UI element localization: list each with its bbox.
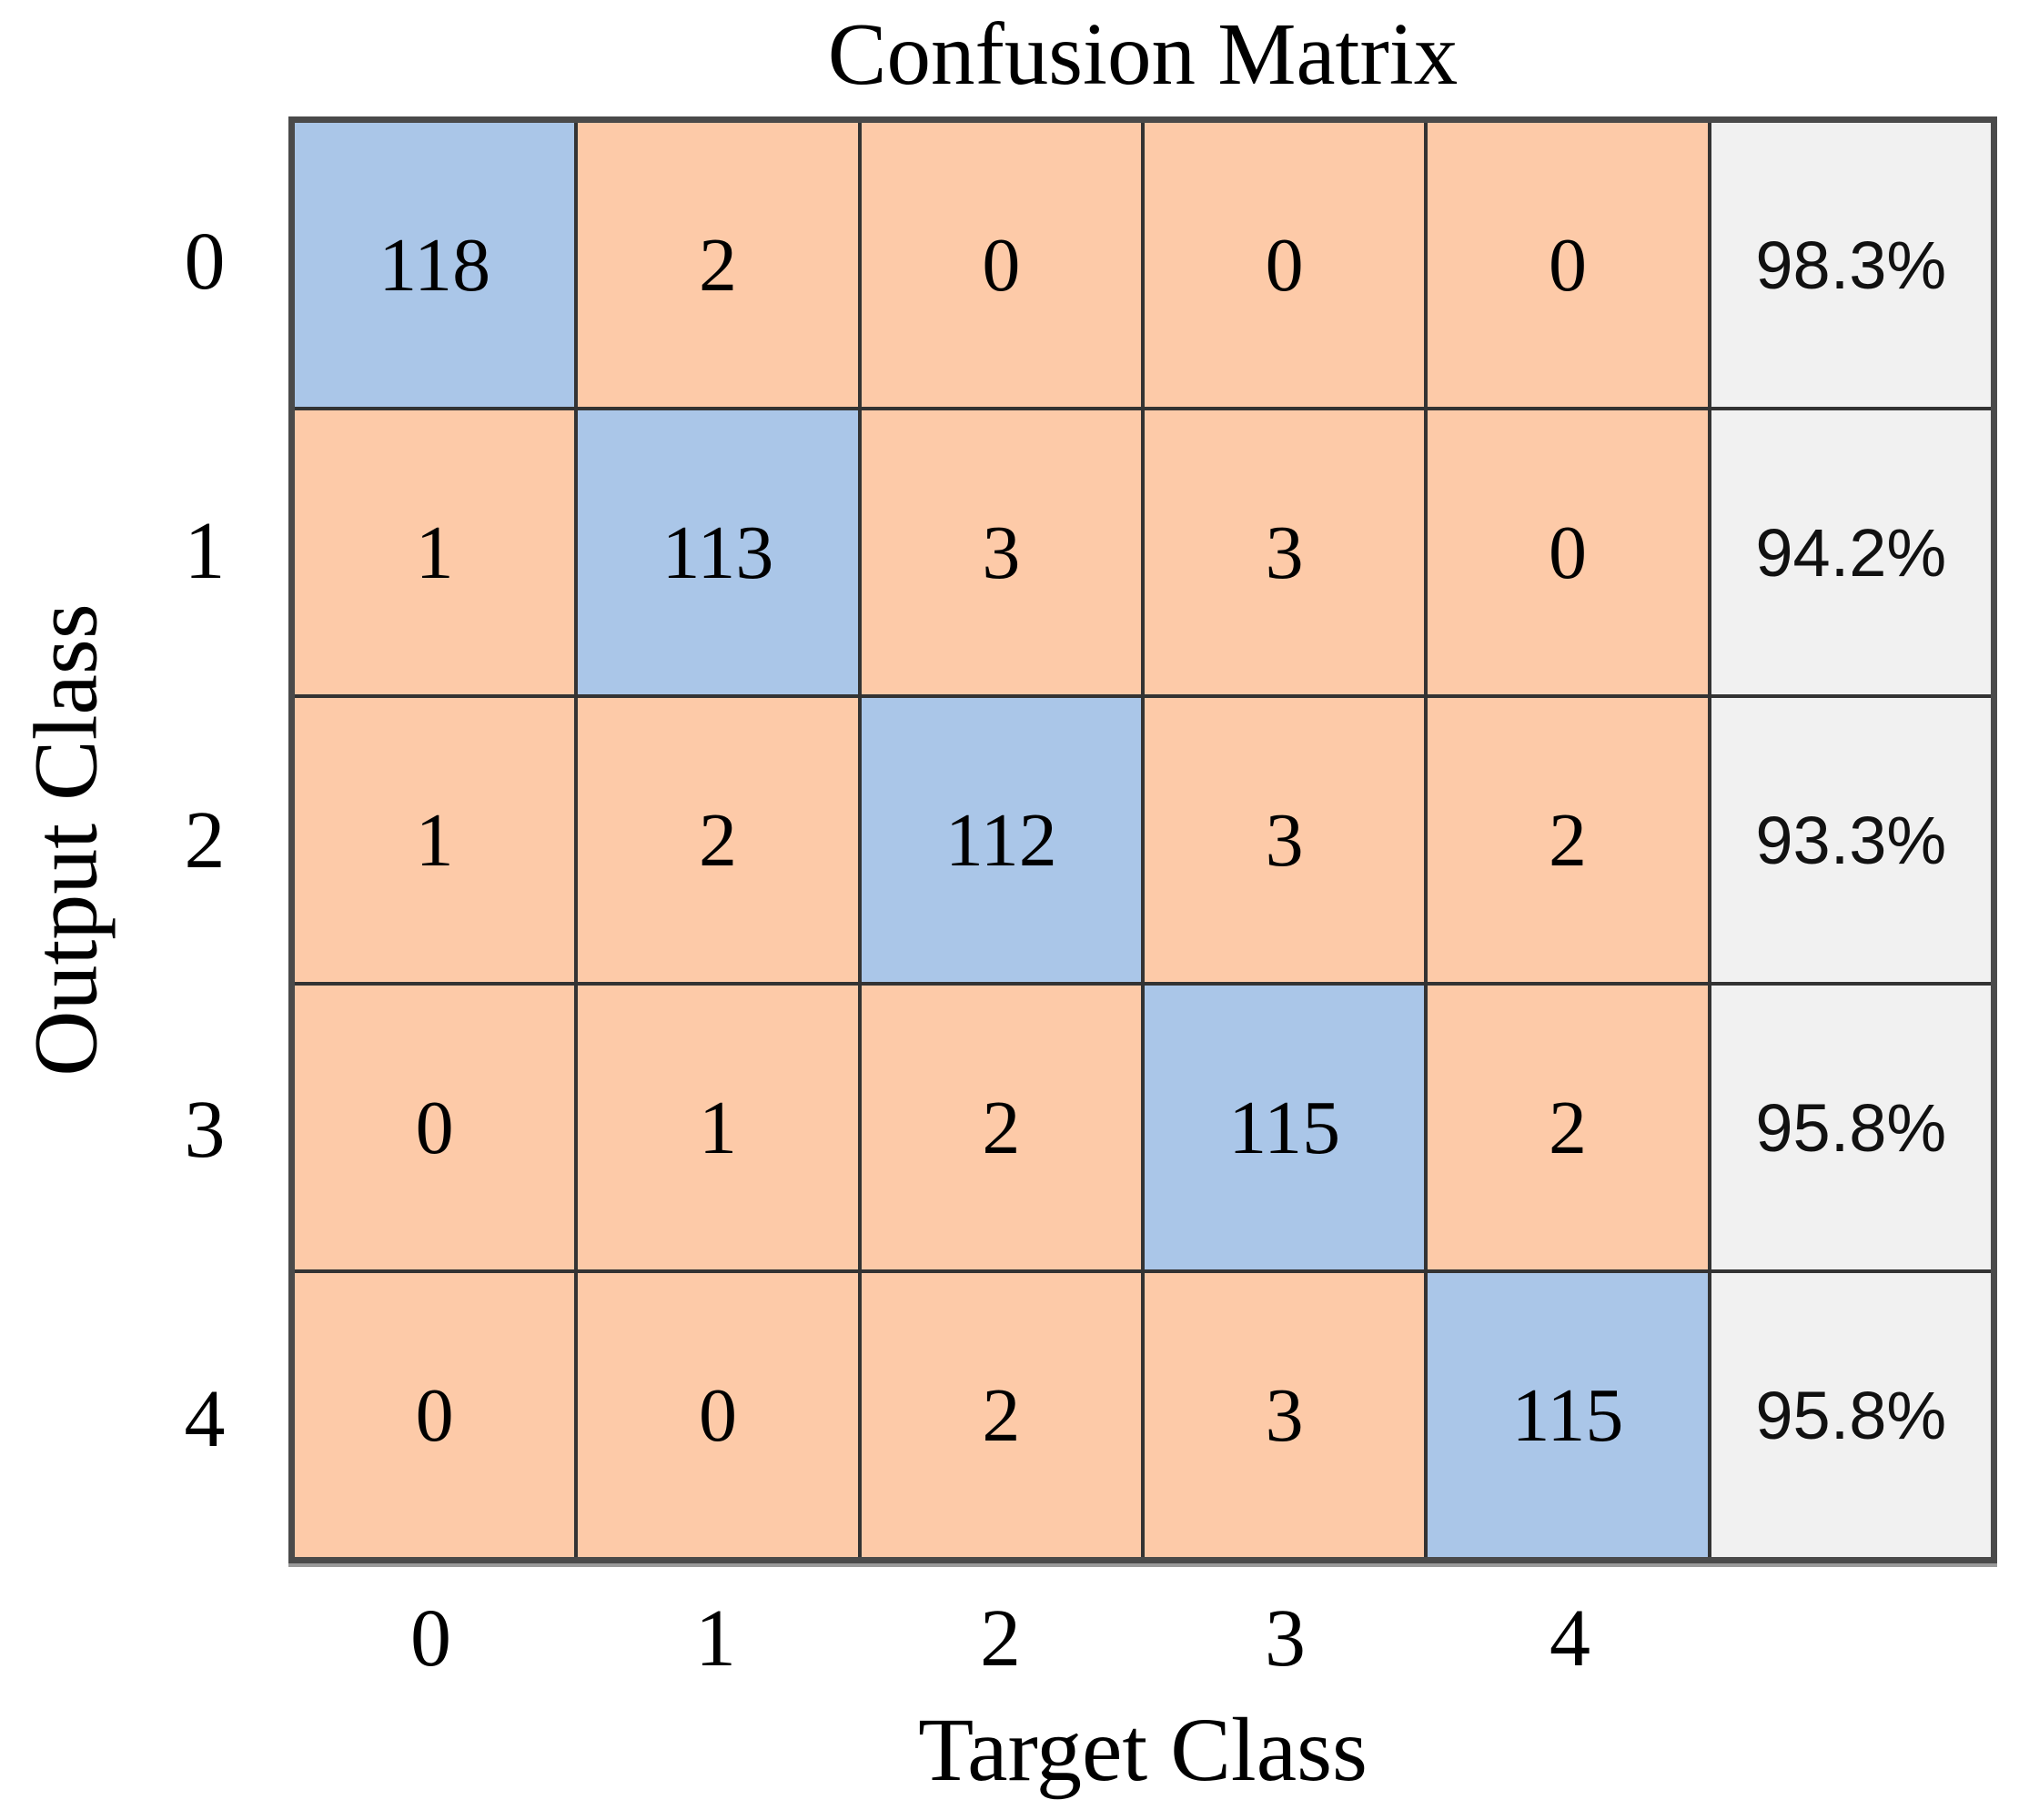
matrix-cell: 2 (861, 986, 1141, 1269)
x-axis-tick-labels: 0 1 2 3 4 (288, 1579, 1712, 1697)
y-axis-title: Output Class (15, 603, 116, 1077)
row-percentage-cell: 95.8% (1711, 1273, 1991, 1557)
y-axis-tick-labels: 0 1 2 3 4 (136, 116, 273, 1563)
matrix-cell: 3 (1145, 1273, 1425, 1557)
x-tick-label: 1 (695, 1592, 736, 1684)
matrix-cell: 3 (861, 410, 1141, 694)
matrix-cell: 2 (578, 123, 858, 407)
matrix-cell: 0 (1428, 410, 1708, 694)
matrix-cell: 115 (1428, 1273, 1708, 1557)
row-percentage-cell: 94.2% (1711, 410, 1991, 694)
matrix-cell: 2 (1428, 698, 1708, 982)
matrix-cell: 0 (1145, 123, 1425, 407)
chart-title: Confusion Matrix (827, 5, 1459, 103)
row-percentage-cell: 95.8% (1711, 986, 1991, 1269)
y-tick-label: 3 (184, 1084, 226, 1175)
x-tick-label: 2 (980, 1592, 1021, 1684)
matrix-cell: 1 (295, 410, 575, 694)
matrix-cell: 2 (861, 1273, 1141, 1557)
matrix-cell: 115 (1145, 986, 1425, 1269)
matrix-cell: 3 (1145, 410, 1425, 694)
confusion-matrix-grid: 118 2 0 0 0 98.3% 1 113 3 3 0 94.2% 1 2 … (288, 116, 1997, 1563)
matrix-cell: 2 (578, 698, 858, 982)
x-tick-label: 3 (1265, 1592, 1306, 1684)
matrix-cell: 0 (861, 123, 1141, 407)
y-tick-label: 0 (184, 216, 226, 307)
y-tick-label: 2 (184, 794, 226, 885)
matrix-cell: 113 (578, 410, 858, 694)
row-percentage-cell: 98.3% (1711, 123, 1991, 407)
x-tick-label: 0 (410, 1592, 451, 1684)
x-axis-title: Target Class (918, 1699, 1368, 1800)
matrix-cell: 1 (578, 986, 858, 1269)
y-tick-label: 4 (184, 1373, 226, 1464)
matrix-cell: 118 (295, 123, 575, 407)
matrix-cell: 0 (578, 1273, 858, 1557)
matrix-cell: 0 (1428, 123, 1708, 407)
y-tick-label: 1 (184, 505, 226, 596)
matrix-cell: 1 (295, 698, 575, 982)
row-percentage-cell: 93.3% (1711, 698, 1991, 982)
matrix-cell: 0 (295, 986, 575, 1269)
matrix-cell: 2 (1428, 986, 1708, 1269)
x-tick-label: 4 (1550, 1592, 1590, 1684)
matrix-cell: 112 (861, 698, 1141, 982)
matrix-cell: 3 (1145, 698, 1425, 982)
matrix-cell: 0 (295, 1273, 575, 1557)
